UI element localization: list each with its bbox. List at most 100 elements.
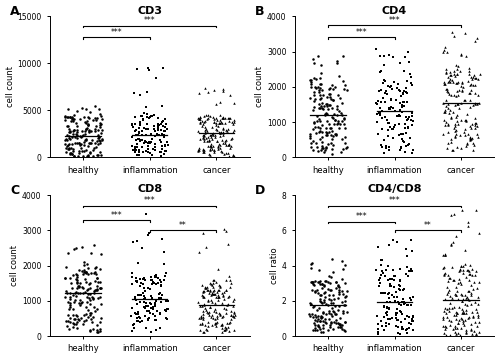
Point [98,136,106,142]
Point [230,119,237,125]
Point [70,116,78,121]
Point [440,81,448,87]
Point [132,121,140,127]
Point [82,317,90,323]
Point [89,314,97,320]
Point [152,327,160,333]
Point [312,288,320,293]
Point [396,88,404,93]
Point [94,132,102,137]
Point [96,266,104,271]
Point [453,325,461,331]
Point [340,294,348,299]
Point [213,289,221,295]
Point [222,137,230,143]
Point [146,150,154,156]
Point [374,326,382,332]
Point [324,327,332,332]
Point [398,324,406,330]
Point [200,294,208,300]
Point [310,312,318,318]
Point [76,116,84,122]
Point [229,121,237,127]
Point [322,132,330,137]
Point [307,265,315,271]
Text: ***: *** [356,28,367,37]
Point [146,300,154,306]
Point [160,261,168,267]
Point [203,309,211,315]
Point [384,127,392,133]
Point [204,129,212,134]
Point [214,292,222,298]
Point [462,295,470,301]
Point [228,316,235,322]
Point [74,326,82,331]
Point [314,105,322,111]
Point [398,109,406,115]
Point [74,284,82,289]
Point [204,139,212,144]
Point [394,81,402,87]
Point [212,323,220,329]
Point [199,289,207,295]
Point [200,147,207,153]
Point [90,326,98,332]
Point [334,324,342,330]
Point [94,152,102,158]
Point [72,280,80,286]
Point [140,138,148,144]
Point [406,295,414,301]
Point [216,312,224,318]
Text: **: ** [424,221,432,230]
Text: ***: *** [389,196,400,205]
Point [467,136,475,142]
Point [393,85,401,91]
Point [138,290,146,296]
Point [76,280,84,286]
Point [62,275,70,280]
Point [132,275,140,281]
Point [470,320,478,325]
Point [452,114,460,120]
Point [338,118,346,124]
Point [385,295,393,301]
Point [200,305,208,311]
Point [443,145,451,150]
Point [323,101,331,107]
Point [218,129,226,135]
Point [196,119,203,125]
Point [136,119,143,125]
Point [439,265,447,271]
Point [380,53,388,59]
Point [198,308,206,314]
Point [447,92,455,97]
Point [148,277,156,283]
Point [447,139,455,145]
Point [451,123,459,129]
Point [464,223,472,228]
Point [221,115,229,121]
Point [452,66,460,72]
Point [158,127,166,133]
Point [326,85,334,91]
Point [326,322,334,328]
Point [472,331,480,337]
Point [338,326,346,332]
Y-axis label: cell count: cell count [10,245,20,286]
Point [208,114,216,120]
Point [321,111,329,117]
Text: C: C [10,184,19,197]
Point [322,101,330,106]
Point [93,283,101,289]
Point [338,288,345,294]
Point [157,153,165,159]
Point [92,123,100,129]
Point [91,140,99,145]
Point [74,283,82,288]
Point [311,84,319,90]
Point [323,103,331,109]
Point [448,264,456,270]
Point [442,69,450,75]
Point [456,268,464,274]
